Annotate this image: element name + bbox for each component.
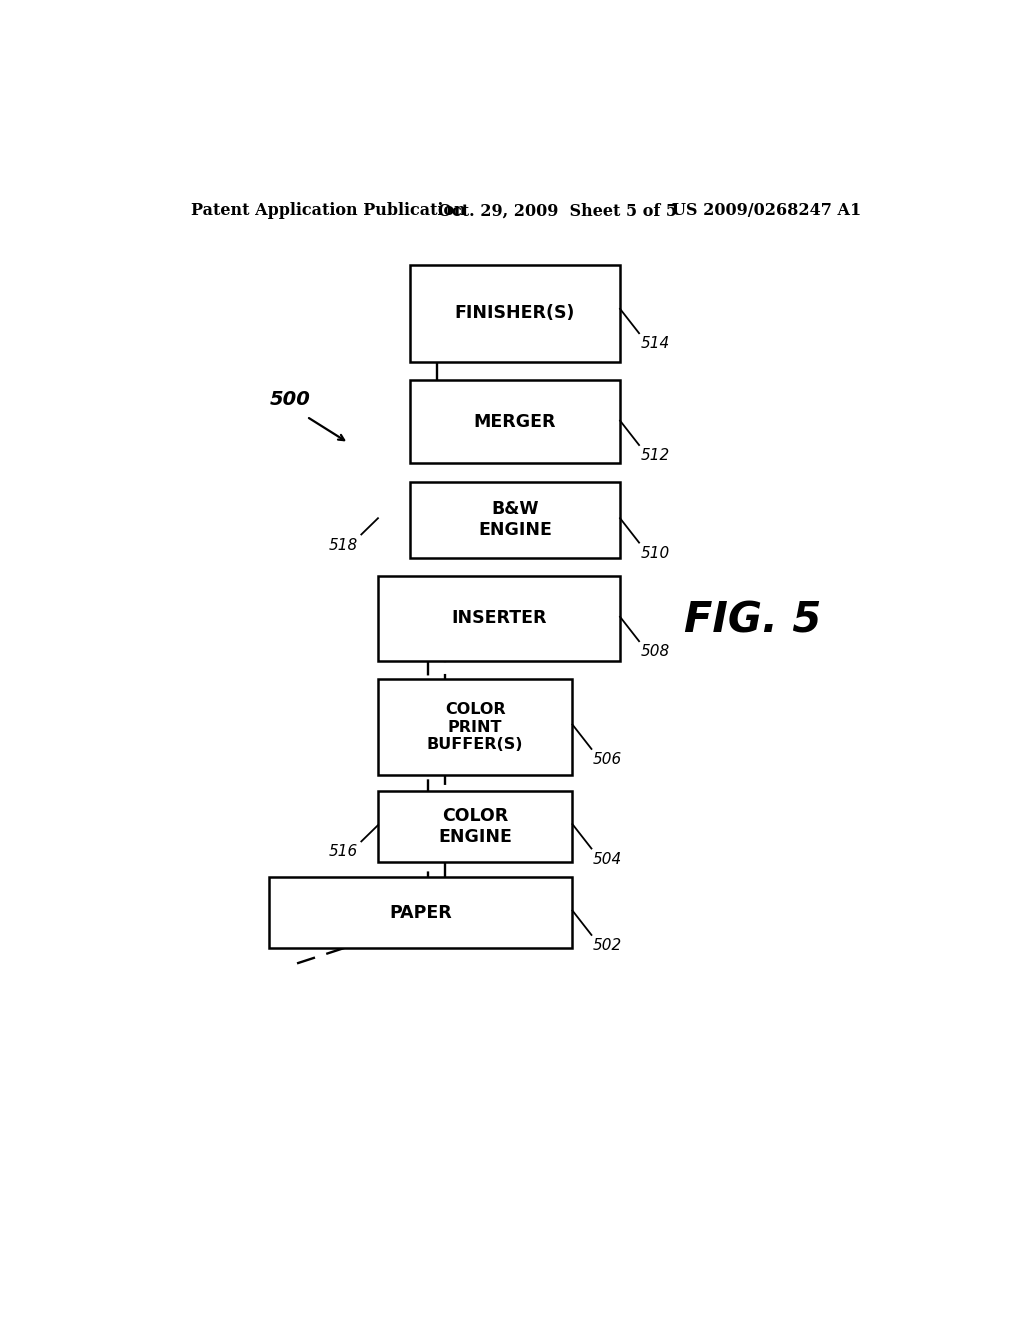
Bar	[378, 791, 572, 862]
Bar	[410, 482, 621, 558]
Bar	[410, 380, 621, 463]
Text: Oct. 29, 2009  Sheet 5 of 5: Oct. 29, 2009 Sheet 5 of 5	[437, 202, 677, 219]
Text: FIG. 5: FIG. 5	[684, 599, 821, 642]
Text: US 2009/0268247 A1: US 2009/0268247 A1	[672, 202, 861, 219]
Text: 502: 502	[593, 939, 623, 953]
Text: 510: 510	[641, 545, 670, 561]
Text: 516: 516	[329, 845, 358, 859]
Bar	[269, 876, 572, 948]
Text: 508: 508	[641, 644, 670, 659]
Text: B&W
ENGINE: B&W ENGINE	[478, 500, 552, 539]
Text: 500: 500	[269, 391, 310, 409]
Text: 518: 518	[329, 537, 358, 553]
Text: 514: 514	[641, 337, 670, 351]
Bar	[378, 576, 621, 660]
Text: 512: 512	[641, 447, 670, 463]
Text: FINISHER(S): FINISHER(S)	[455, 305, 575, 322]
Text: PAPER: PAPER	[389, 904, 453, 921]
Bar	[410, 265, 621, 362]
Text: COLOR
PRINT
BUFFER(S): COLOR PRINT BUFFER(S)	[427, 702, 523, 752]
Text: COLOR
ENGINE: COLOR ENGINE	[438, 807, 512, 846]
Text: 506: 506	[593, 752, 623, 767]
Text: MERGER: MERGER	[474, 413, 556, 430]
Text: INSERTER: INSERTER	[452, 610, 547, 627]
Bar	[378, 678, 572, 775]
Text: 504: 504	[593, 851, 623, 867]
Text: Patent Application Publication: Patent Application Publication	[191, 202, 466, 219]
